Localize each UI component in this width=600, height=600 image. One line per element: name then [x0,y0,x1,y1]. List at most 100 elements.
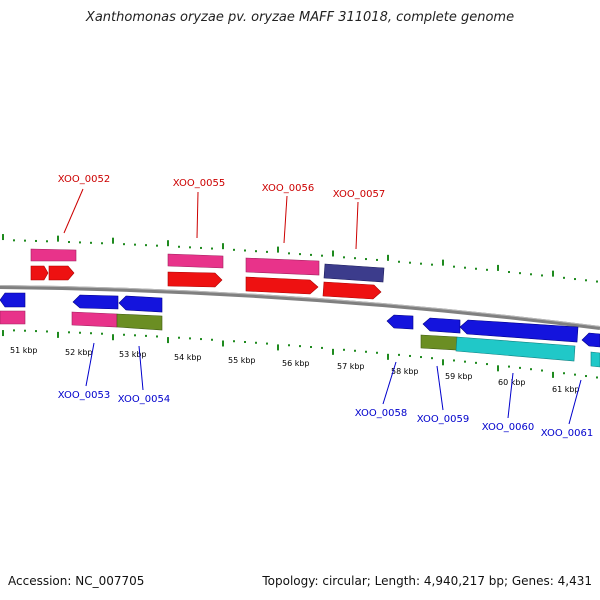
minor-tick [266,342,268,345]
minor-tick [321,346,323,349]
gene-xoo-0055-box[interactable] [167,253,224,269]
minor-tick [24,329,26,332]
minor-tick [541,369,543,372]
minor-tick [563,276,565,279]
minor-tick [211,338,213,341]
callout-line-xoo-0053 [85,342,95,387]
minor-tick [299,345,301,348]
gene-xoo-0061-cds[interactable] [581,332,600,348]
gene-label-xoo-0059[interactable]: XOO_0059 [417,414,469,425]
minor-tick [431,357,433,360]
scale-label: 59 kbp [445,372,473,381]
major-tick [497,264,499,271]
gene-label-xoo-0061[interactable]: XOO_0061 [541,428,593,439]
minor-tick [376,258,378,261]
genome-summary-text: Topology: circular; Length: 4,940,217 bp… [262,574,592,588]
gene-partial-left-box[interactable] [0,310,26,325]
gene-label-xoo-0053[interactable]: XOO_0053 [58,390,110,401]
gene-xoo-0059-cds[interactable] [422,317,461,334]
gene-label-xoo-0056[interactable]: XOO_0056 [262,183,314,194]
major-tick [552,270,554,277]
minor-tick [233,248,235,251]
minor-tick [519,366,521,369]
gene-xoo-0052-box[interactable] [30,248,77,262]
major-tick [442,359,444,366]
minor-tick [101,332,103,335]
gene-label-xoo-0057[interactable]: XOO_0057 [333,189,385,200]
gene-xoo-0054-cds[interactable] [118,295,163,313]
gene-partial-left-cds[interactable] [0,292,26,308]
minor-tick [123,243,125,246]
gene-xoo-0052-cds-a[interactable] [30,265,49,281]
major-tick [442,259,444,266]
minor-tick [46,330,48,333]
minor-tick [398,260,400,263]
major-tick [112,237,114,244]
gene-xoo-0059-box[interactable] [420,334,458,351]
gene-xoo-0061-box[interactable] [590,351,600,368]
major-tick [57,331,59,338]
callout-line-xoo-0059 [436,365,444,411]
lower-gene-labels: XOO_0053 XOO_0054 XOO_0058 XOO_0059 XOO_… [58,390,593,439]
major-tick [387,353,389,360]
gene-xoo-0052-cds-b[interactable] [48,265,75,281]
minor-tick [574,373,576,376]
gene-xoo-0058-cds[interactable] [386,314,414,330]
gene-label-xoo-0060[interactable]: XOO_0060 [482,422,534,433]
minor-tick [68,241,70,244]
minor-tick [508,365,510,368]
upper-callouts [63,188,359,250]
minor-tick [101,242,103,245]
minor-tick [376,351,378,354]
minor-tick [288,344,290,347]
gene-xoo-0054-box[interactable] [116,313,163,331]
major-tick [222,340,224,347]
minor-tick [541,274,543,277]
gene-xoo-0057-box[interactable] [323,263,385,283]
gene-xoo-0053-cds[interactable] [72,294,119,310]
minor-tick [134,243,136,246]
minor-tick [365,258,367,261]
minor-tick [288,252,290,255]
minor-tick [321,254,323,257]
lower-features [0,292,600,368]
scale-label: 57 kbp [337,362,365,371]
callout-line-xoo-0055 [196,191,199,239]
minor-tick [189,246,191,249]
gene-xoo-0055-cds[interactable] [167,271,223,288]
upper-gene-labels: XOO_0052 XOO_0055 XOO_0056 XOO_0057 [58,174,385,200]
scale-label: 54 kbp [174,353,202,362]
major-tick [2,330,4,337]
callout-line-xoo-0054 [138,345,144,391]
minor-tick [519,272,521,275]
gene-xoo-0060-cds[interactable] [459,319,579,343]
minor-tick [574,278,576,281]
minor-tick [156,244,158,247]
gene-label-xoo-0058[interactable]: XOO_0058 [355,408,407,419]
gene-xoo-0056-box[interactable] [245,257,320,276]
gene-label-xoo-0054[interactable]: XOO_0054 [118,394,170,405]
minor-tick [596,280,598,283]
gene-xoo-0057-cds[interactable] [322,281,382,300]
gene-xoo-0053-box[interactable] [71,311,118,328]
minor-tick [211,247,213,250]
minor-tick [35,239,37,242]
minor-tick [486,363,488,366]
major-tick [332,250,334,257]
minor-tick [46,240,48,243]
upper-features [30,248,385,300]
gene-xoo-0056-cds[interactable] [245,276,319,295]
gene-label-xoo-0052[interactable]: XOO_0052 [58,174,110,185]
major-tick [497,365,499,372]
minor-tick [420,356,422,359]
gene-label-xoo-0055[interactable]: XOO_0055 [173,178,225,189]
minor-tick [79,241,81,244]
gene-xoo-0060-box[interactable] [455,336,576,362]
minor-tick [530,368,532,371]
major-tick [277,344,279,351]
minor-tick [453,265,455,268]
minor-tick [35,330,37,333]
callout-line-xoo-0061 [568,379,582,425]
minor-tick [464,360,466,363]
